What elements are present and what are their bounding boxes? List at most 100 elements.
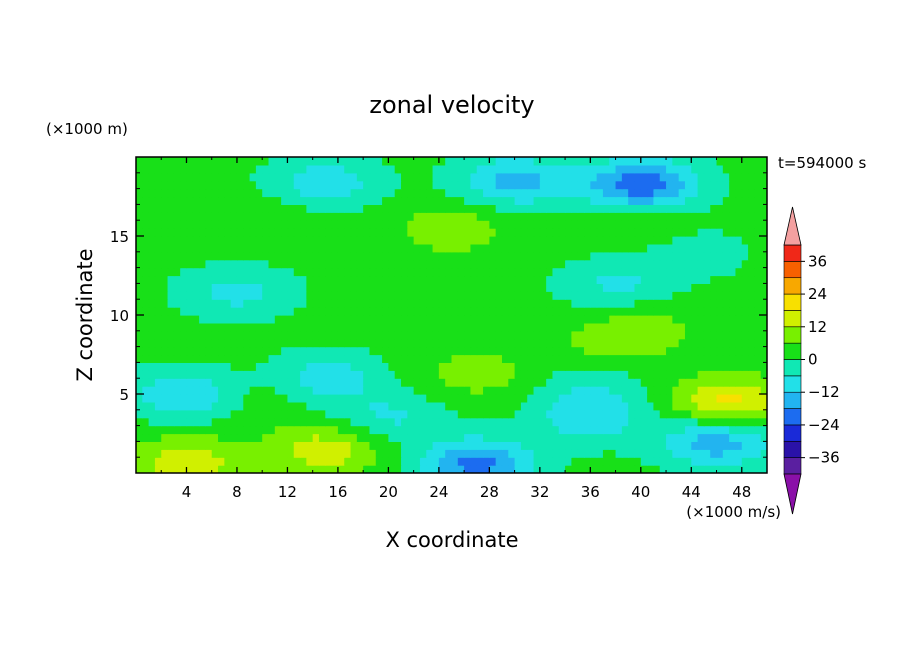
heatmap-cell bbox=[464, 425, 472, 435]
heatmap-cell bbox=[703, 164, 711, 174]
heatmap-cell bbox=[558, 275, 566, 284]
heatmap-cell bbox=[741, 259, 749, 269]
heatmap-cell bbox=[558, 425, 566, 435]
heatmap-cell bbox=[438, 465, 446, 473]
heatmap-cell bbox=[495, 220, 503, 229]
heatmap-cell bbox=[729, 259, 737, 269]
heatmap-cell bbox=[148, 433, 156, 442]
heatmap-cell bbox=[729, 330, 737, 340]
heatmap-cell bbox=[609, 338, 617, 348]
heatmap-cell bbox=[457, 417, 465, 427]
heatmap-cell bbox=[760, 188, 767, 198]
heatmap-cell bbox=[426, 307, 434, 316]
heatmap-cell bbox=[552, 425, 560, 435]
heatmap-cell bbox=[356, 236, 364, 245]
heatmap-cell bbox=[325, 259, 333, 269]
heatmap-cell bbox=[224, 157, 232, 166]
heatmap-cell bbox=[647, 401, 655, 411]
heatmap-cell bbox=[350, 243, 358, 253]
heatmap-cell bbox=[211, 425, 219, 435]
heatmap-cell bbox=[634, 275, 642, 284]
heatmap-cell bbox=[508, 394, 516, 403]
heatmap-cell bbox=[760, 251, 767, 261]
heatmap-cell bbox=[615, 291, 623, 300]
heatmap-cell bbox=[533, 172, 541, 182]
heatmap-cell bbox=[539, 457, 547, 466]
heatmap-cell bbox=[318, 307, 326, 316]
x-tick-label: 32 bbox=[530, 483, 549, 501]
heatmap-cell bbox=[331, 204, 339, 213]
heatmap-cell bbox=[154, 338, 162, 348]
heatmap-cell bbox=[558, 378, 566, 387]
heatmap-cell bbox=[489, 243, 497, 253]
heatmap-cell bbox=[647, 259, 655, 269]
heatmap-cell bbox=[167, 370, 175, 379]
heatmap-cell bbox=[672, 433, 680, 442]
heatmap-cell bbox=[609, 204, 617, 213]
heatmap-cell bbox=[457, 291, 465, 300]
heatmap-cell bbox=[659, 354, 667, 363]
heatmap-cell bbox=[722, 299, 730, 308]
heatmap-cell bbox=[401, 204, 408, 213]
heatmap-cell bbox=[514, 212, 522, 221]
heatmap-cell bbox=[628, 394, 636, 403]
heatmap-cell bbox=[205, 212, 213, 221]
heatmap-cell bbox=[173, 315, 181, 324]
heatmap-cell bbox=[331, 322, 339, 332]
heatmap-cell bbox=[419, 188, 427, 198]
heatmap-cell bbox=[356, 330, 364, 340]
heatmap-cell bbox=[369, 251, 377, 261]
heatmap-cell bbox=[590, 433, 598, 442]
heatmap-cell bbox=[520, 330, 528, 340]
heatmap-cell bbox=[716, 180, 724, 190]
heatmap-cell bbox=[293, 433, 301, 442]
heatmap-cell bbox=[729, 299, 737, 308]
heatmap-cell bbox=[703, 354, 711, 363]
heatmap-cell bbox=[243, 449, 251, 458]
heatmap-cell bbox=[192, 307, 200, 316]
heatmap-cell bbox=[356, 401, 364, 411]
heatmap-cell bbox=[180, 409, 188, 419]
heatmap-cell bbox=[628, 338, 636, 348]
heatmap-cell bbox=[653, 307, 661, 316]
heatmap-cell bbox=[584, 188, 591, 198]
heatmap-cell bbox=[432, 315, 440, 324]
heatmap-cell bbox=[161, 441, 169, 450]
heatmap-cell bbox=[672, 425, 680, 435]
heatmap-cell bbox=[306, 259, 314, 269]
heatmap-cell bbox=[596, 188, 604, 198]
heatmap-cell bbox=[748, 291, 755, 300]
heatmap-cell bbox=[136, 362, 143, 371]
heatmap-cell bbox=[199, 330, 207, 340]
heatmap-cell bbox=[596, 394, 604, 403]
heatmap-cell bbox=[546, 370, 554, 379]
heatmap-cell bbox=[192, 164, 200, 174]
heatmap-cell bbox=[356, 251, 364, 261]
heatmap-cell bbox=[274, 449, 282, 458]
heatmap-cell bbox=[476, 267, 484, 277]
heatmap-cell bbox=[445, 251, 453, 261]
colorbar-segment bbox=[783, 277, 802, 295]
heatmap-cell bbox=[243, 157, 251, 166]
heatmap-cell bbox=[306, 370, 314, 379]
heatmap-cell bbox=[426, 441, 434, 450]
heatmap-cell bbox=[205, 370, 213, 379]
heatmap-cell bbox=[520, 338, 528, 348]
heatmap-cell bbox=[596, 433, 604, 442]
heatmap-cell bbox=[666, 362, 673, 371]
heatmap-cell bbox=[558, 409, 566, 419]
heatmap-cell bbox=[375, 228, 383, 237]
heatmap-cell bbox=[609, 212, 617, 221]
heatmap-cell bbox=[211, 220, 219, 229]
heatmap-cell bbox=[375, 433, 383, 442]
heatmap-cell bbox=[281, 251, 289, 261]
heatmap-cell bbox=[615, 401, 623, 411]
heatmap-cell bbox=[666, 188, 673, 198]
heatmap-cell bbox=[508, 457, 516, 466]
heatmap-cell bbox=[539, 236, 547, 245]
heatmap-cell bbox=[722, 409, 730, 419]
heatmap-cell bbox=[489, 417, 497, 427]
heatmap-cell bbox=[281, 228, 289, 237]
heatmap-cell bbox=[438, 236, 446, 245]
heatmap-cell bbox=[628, 228, 636, 237]
